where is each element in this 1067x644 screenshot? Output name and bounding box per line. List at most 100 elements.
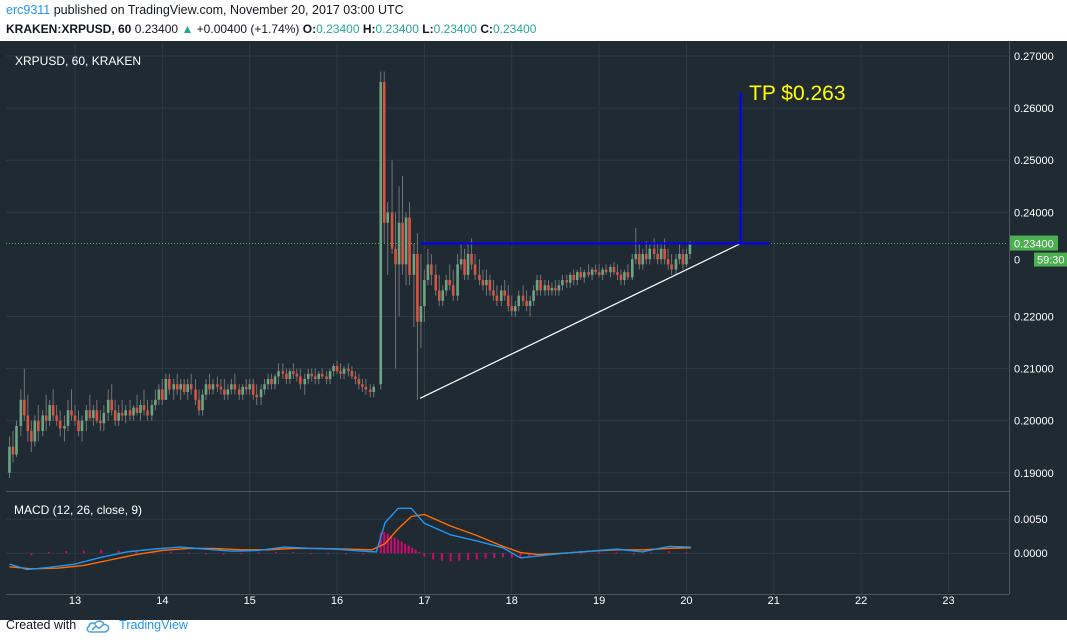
- candle-down: [539, 280, 542, 291]
- candle-down: [481, 280, 485, 286]
- macd-histogram-bar: [650, 552, 653, 554]
- candle-up: [8, 446, 11, 473]
- candle-up: [630, 259, 634, 278]
- author-link[interactable]: erc9311: [6, 3, 51, 17]
- candle-up: [485, 280, 488, 286]
- macd-histogram-bar: [309, 553, 312, 555]
- candle-up: [273, 376, 277, 385]
- low-label: L:: [422, 22, 434, 36]
- macd-y-tick-label: 0.0050: [1014, 514, 1048, 526]
- candle-up: [659, 248, 663, 260]
- created-with-text: Created with: [6, 618, 77, 632]
- macd-histogram-bar: [170, 551, 173, 554]
- candle-up: [288, 371, 292, 379]
- candle-up: [459, 259, 463, 265]
- chart-frame[interactable]: 13 14 15 16 17 18 19 20 21 22 23 0.27000 0.26000 0.25…: [0, 41, 1067, 620]
- candle-down: [382, 82, 386, 223]
- y-tick-label: 0.24000: [1014, 207, 1054, 219]
- candle-down: [616, 272, 619, 275]
- candle-down: [390, 212, 394, 249]
- candle-down: [656, 253, 659, 260]
- candle-down: [470, 253, 473, 265]
- candle-down: [368, 389, 372, 393]
- candle-down: [55, 415, 58, 421]
- candle-up: [266, 379, 270, 385]
- macd-histogram-bar: [400, 541, 403, 554]
- candle-up: [685, 253, 688, 265]
- symbol-label: KRAKEN:XRPUSD, 60: [6, 22, 132, 36]
- high-value: 0.23400: [375, 22, 419, 36]
- candle-down: [11, 446, 15, 455]
- macd-histogram-bar: [344, 553, 347, 555]
- y-tick-label: 0.25000: [1014, 155, 1054, 167]
- macd-histogram-bar: [502, 553, 505, 558]
- candle-down: [473, 264, 477, 275]
- candle-down: [619, 274, 623, 281]
- candle-up: [277, 371, 280, 377]
- candle-up: [66, 410, 70, 426]
- candle-down: [547, 285, 550, 291]
- candle-down: [437, 290, 441, 301]
- candle-down: [244, 386, 248, 390]
- candle-up: [601, 269, 604, 275]
- candle-up: [412, 253, 416, 275]
- candle-down: [295, 373, 299, 377]
- candle-up: [648, 248, 652, 260]
- chart-canvas[interactable]: 13 14 15 16 17 18 19 20 21 22 23 0.27000 0.26000 0.25…: [0, 41, 1067, 620]
- candle-up: [466, 253, 470, 275]
- candle-down: [488, 280, 492, 291]
- candle-up: [404, 217, 408, 265]
- candle-down: [681, 253, 685, 265]
- chart-title: XRPUSD, 60, KRAKEN: [15, 54, 141, 68]
- last-price: 0.23400: [134, 22, 179, 36]
- candle-up: [102, 412, 106, 424]
- candle-down: [95, 410, 99, 421]
- countdown-label-bg: [1034, 252, 1067, 267]
- tradingview-brand-link[interactable]: TradingView: [119, 618, 188, 632]
- candle-down: [270, 379, 273, 385]
- candle-down: [208, 384, 211, 390]
- candle-up: [259, 389, 263, 398]
- candle-down: [88, 410, 92, 419]
- candle-up: [204, 384, 208, 395]
- candle-down: [670, 264, 673, 270]
- macd-histogram-bar: [484, 553, 487, 559]
- candle-up: [575, 272, 579, 281]
- candle-down: [113, 410, 117, 421]
- candle-up: [157, 389, 161, 400]
- candle-down: [663, 248, 666, 260]
- candle-down: [135, 407, 139, 413]
- macd-histogram-bar: [493, 553, 496, 558]
- candle-up: [423, 280, 426, 307]
- candle-down: [510, 306, 514, 312]
- macd-histogram-bar: [327, 553, 330, 555]
- candle-down: [23, 399, 26, 416]
- grid-layer: [6, 41, 1010, 595]
- macd-label: MACD (12, 26, close, 9): [14, 503, 142, 517]
- x-tick-label: 21: [768, 595, 780, 607]
- x-tick-label: 22: [855, 595, 867, 607]
- candle-down: [594, 269, 597, 273]
- y-tick-label: 0.26000: [1014, 103, 1054, 115]
- candle-down: [565, 280, 569, 283]
- high-label: H:: [362, 22, 376, 36]
- x-tick-label: 15: [244, 595, 256, 607]
- x-tick-label: 20: [680, 595, 692, 607]
- ohlc-legend: KRAKEN:XRPUSD, 60 0.23400 ▲ +0.00400 (+1…: [6, 22, 536, 36]
- candle-down: [182, 384, 186, 393]
- macd-histogram-bar: [418, 551, 421, 554]
- candle-up: [63, 425, 66, 429]
- macd-histogram-bar: [519, 553, 522, 558]
- candle-down: [194, 389, 197, 400]
- countdown-label: 59:30: [1037, 255, 1065, 267]
- candle-down: [233, 384, 237, 390]
- published-text: published on TradingView.com, November 2…: [53, 3, 404, 17]
- candle-up: [106, 399, 110, 413]
- macd-histogram-bar: [615, 552, 618, 554]
- candle-up: [317, 373, 321, 379]
- macd-histogram-bar: [414, 549, 417, 554]
- macd-histogram-bar: [633, 553, 636, 555]
- macd-histogram-bar: [440, 553, 443, 561]
- candle-down: [51, 405, 55, 416]
- candle-up: [557, 285, 561, 291]
